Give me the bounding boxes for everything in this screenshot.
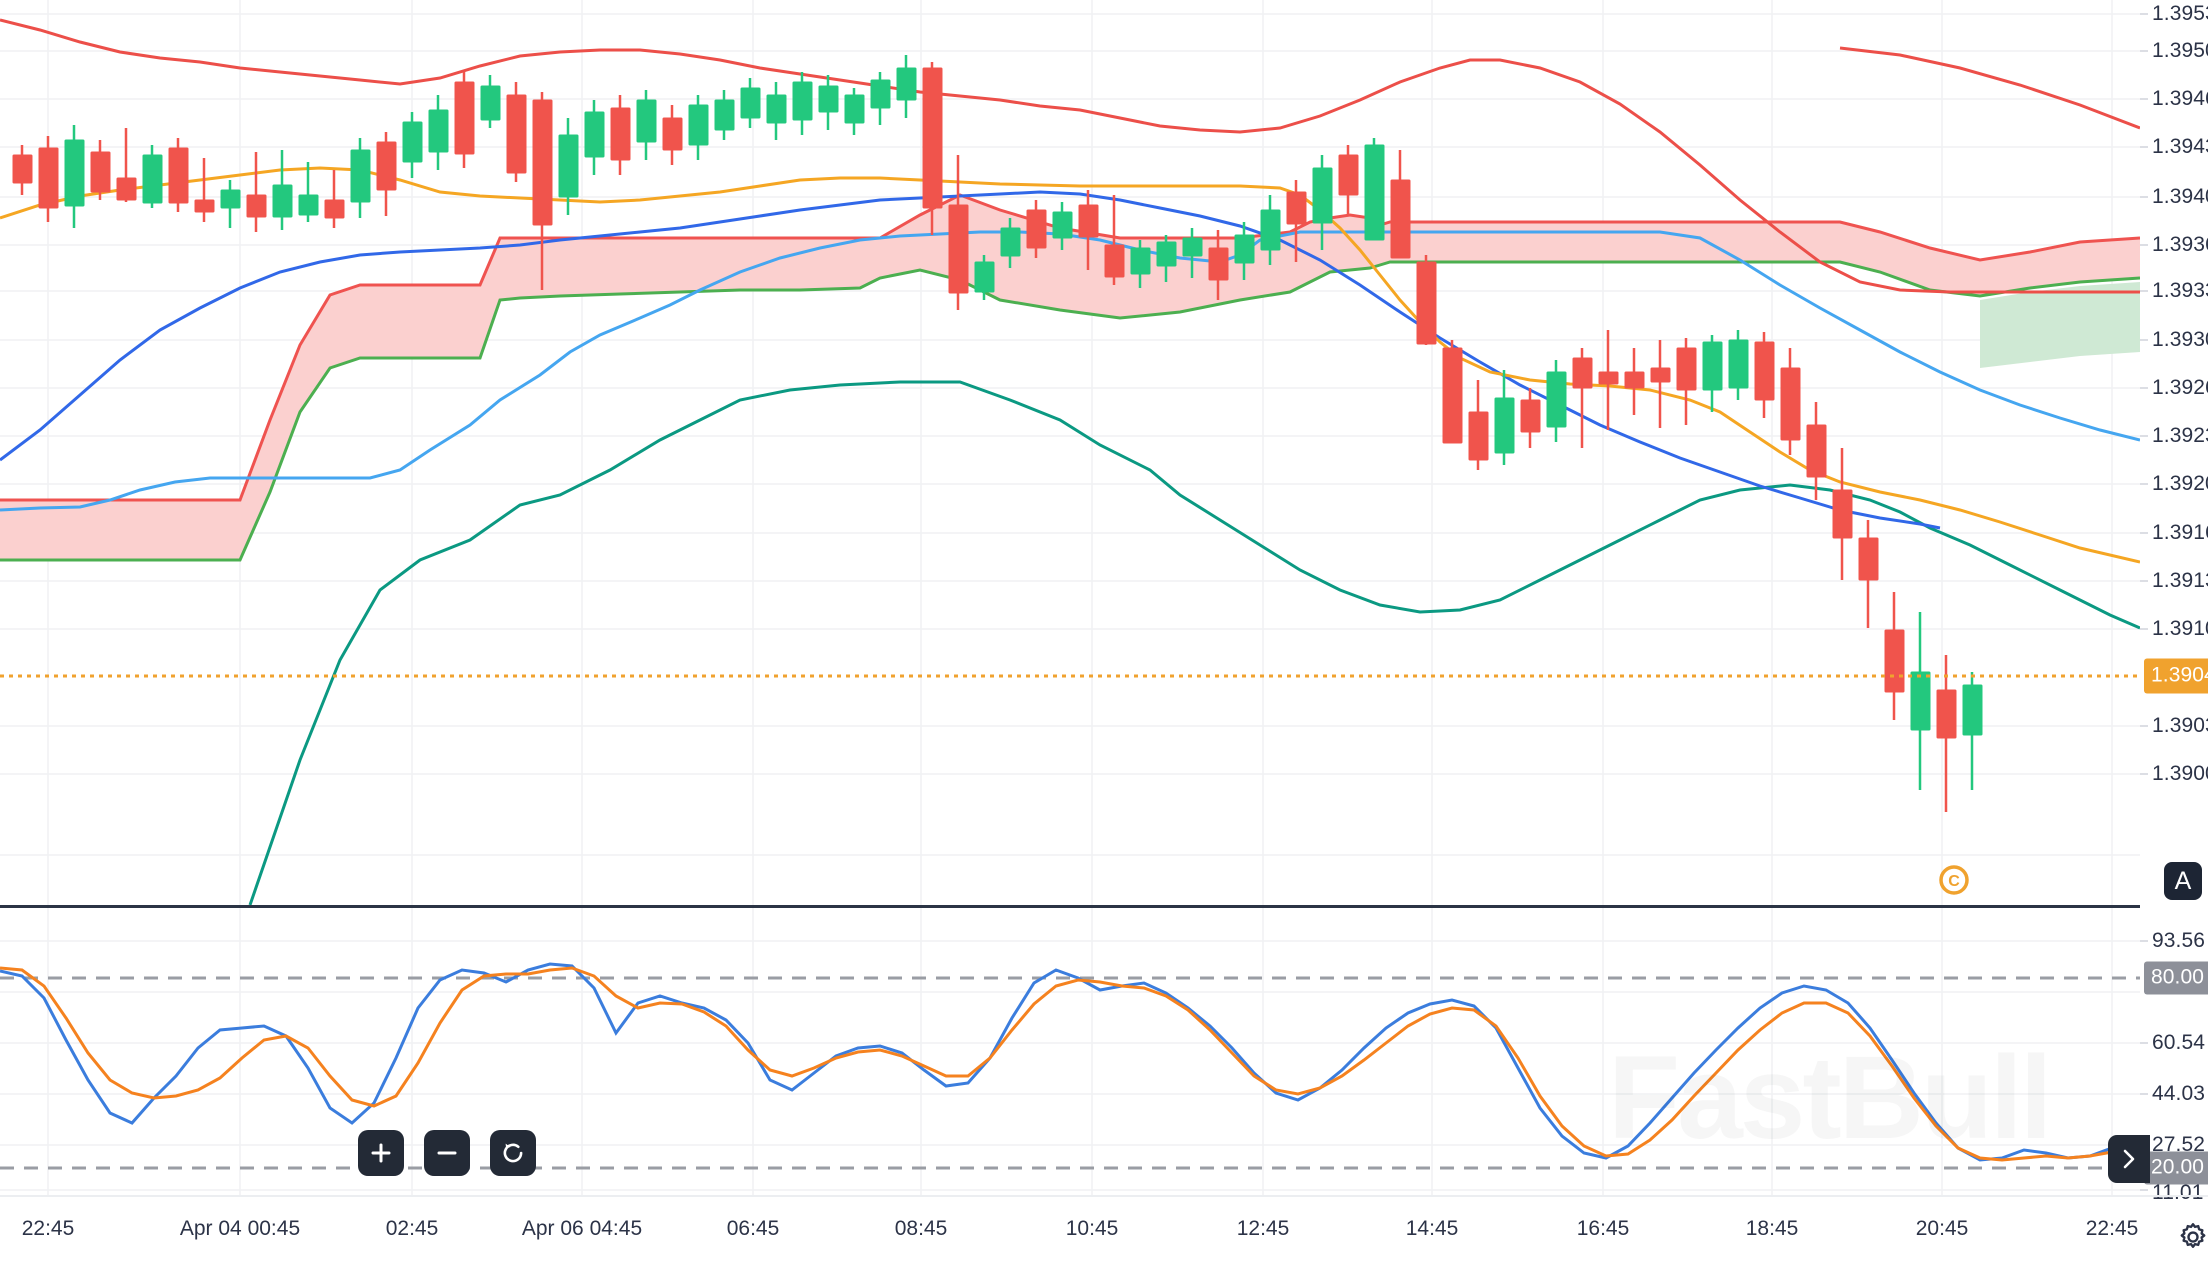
zoom-out-button[interactable] [424,1130,470,1176]
chevron-right-icon [2123,1149,2135,1169]
oscillator-axis[interactable]: 93.56 80.00 60.54 44.03 27.52 20.00 11.0… [2140,908,2208,1204]
time-axis-label: 12:45 [1236,1217,1290,1240]
price-axis-label: 1.3943 [2152,135,2208,158]
price-axis-label: 1.3950 [2152,39,2208,62]
oscillator-axis-label: 60.54 [2152,1031,2206,1054]
oscillator-tick [2140,1042,2148,1044]
reset-zoom-button[interactable] [490,1130,536,1176]
price-axis-label: 1.3940 [2152,185,2208,208]
price-tick [2140,146,2148,148]
minus-icon [437,1151,457,1155]
price-tick [2140,628,2148,630]
price-tick [2140,50,2148,52]
oversold-badge: 20.00 [2144,1151,2208,1185]
price-axis-label: 1.3926 [2152,376,2208,399]
copyright-marker-icon[interactable]: C [1938,864,1970,896]
oscillator-tick [2140,1189,2148,1191]
time-axis-label: 22:45 [2085,1217,2139,1240]
stochastic-oscillator-pane[interactable] [0,908,2140,1195]
time-axis-label: Apr 04 00:45 [179,1217,301,1240]
price-axis-label: 1.3920 [2152,472,2208,495]
oscillator-tick [2140,1093,2148,1095]
price-axis-label: 1.3903 [2152,714,2208,737]
time-axis-label: Apr 06 04:45 [521,1217,643,1240]
oscillator-axis-label: 44.03 [2152,1082,2206,1105]
price-tick [2140,98,2148,100]
time-axis[interactable]: 22:45 Apr 04 00:45 02:45 Apr 06 04:45 06… [0,1195,2208,1265]
price-axis-label: 1.3933 [2152,279,2208,302]
ichimoku-cloud [0,193,2140,562]
price-tick [2140,725,2148,727]
oscillator-grid [0,908,2140,1195]
reset-icon [503,1143,523,1163]
price-tick [2140,532,2148,534]
price-tick [2140,773,2148,775]
time-axis-label: 08:45 [894,1217,948,1240]
price-axis-label: 1.3953 [2152,2,2208,25]
time-axis-label: 14:45 [1405,1217,1459,1240]
price-axis-label: 1.3930 [2152,328,2208,351]
time-axis-label: 20:45 [1915,1217,1969,1240]
price-tick [2140,196,2148,198]
price-tick [2140,339,2148,341]
price-tick [2140,387,2148,389]
current-price-line [0,674,2140,678]
price-axis-label: 1.3900 [2152,762,2208,785]
time-axis-label: 10:45 [1065,1217,1119,1240]
settings-gear-icon[interactable] [2178,1222,2208,1252]
oscillator-tick [2140,940,2148,942]
oscillator-axis-label: 11.01 [2152,1181,2204,1204]
zoom-in-button[interactable] [358,1130,404,1176]
oscillator-axis-label: 27.52 [2152,1133,2206,1156]
price-axis-label: 1.3946 [2152,87,2208,110]
time-axis-label: 22:45 [21,1217,75,1240]
price-axis-label: 1.3916 [2152,521,2208,544]
oscillator-plot-area[interactable] [0,908,2140,1195]
svg-text:C: C [1948,873,1960,890]
oscillator-axis-label: 93.56 [2152,929,2206,952]
price-axis-label: 1.3910 [2152,617,2208,640]
pane-separator[interactable] [0,905,2140,908]
price-tick [2140,483,2148,485]
oscillator-series [0,962,2135,1162]
time-axis-label: 18:45 [1745,1217,1799,1240]
price-axis[interactable]: 1.3953 1.3950 1.3946 1.3943 1.3940 1.393… [2140,0,2208,905]
candlestick-series[interactable] [0,0,2140,905]
price-axis-label: 1.3913 [2152,569,2208,592]
price-tick [2140,290,2148,292]
plus-icon [371,1143,391,1163]
overbought-badge: 80.00 [2144,961,2208,995]
price-axis-label: 1.3936 [2152,233,2208,256]
price-tick [2140,435,2148,437]
price-tick [2140,244,2148,246]
auto-scale-button[interactable]: A [2164,862,2202,900]
price-grid [0,0,2140,905]
price-axis-label: 1.3923 [2152,424,2208,447]
price-chart-pane[interactable]: C [0,0,2140,905]
price-tick [2140,13,2148,15]
price-tick [2140,580,2148,582]
price-plot-area[interactable]: C [0,0,2140,905]
scroll-right-button[interactable] [2108,1135,2150,1183]
time-axis-label: 16:45 [1576,1217,1630,1240]
current-price-badge: 1.3904 [2144,658,2208,694]
chart-zoom-controls [358,1130,536,1176]
time-axis-label: 06:45 [726,1217,780,1240]
time-axis-label: 02:45 [385,1217,439,1240]
